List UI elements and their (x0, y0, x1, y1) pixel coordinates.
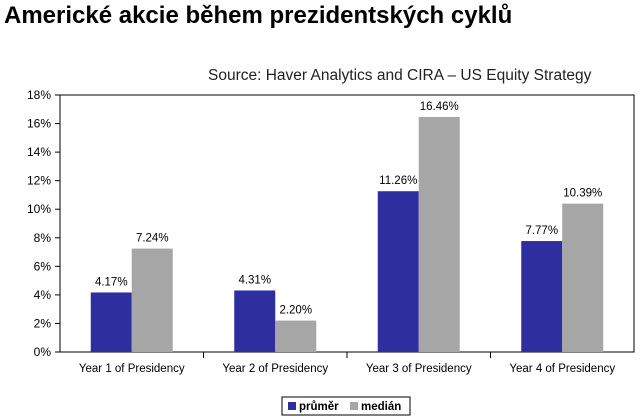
y-tick-label: 6% (34, 259, 52, 273)
bar-medián (131, 248, 173, 352)
legend-label-průměr: průměr (299, 401, 339, 413)
bar-průměr (377, 191, 419, 352)
y-tick-label: 4% (34, 288, 52, 302)
bar-průměr (234, 290, 276, 352)
y-tick-label: 8% (34, 231, 52, 245)
bars: 4.17% 7.24% 4.31% 2.20% 11.26% 16.46% 7.77% 10.… (90, 101, 604, 352)
y-tick-label: 10% (27, 202, 51, 216)
y-tick-label: 12% (27, 174, 51, 188)
data-label: 16.46% (420, 101, 459, 113)
bar-průměr (90, 292, 132, 352)
bar-medián (418, 116, 460, 352)
page-title: Americké akcie během prezidentských cykl… (4, 2, 513, 29)
legend-label-medián: medián (361, 401, 401, 413)
y-tick-label: 0% (34, 345, 52, 359)
x-tick-label: Year 1 of Presidency (79, 363, 185, 375)
x-tick-label: Year 2 of Presidency (222, 363, 328, 375)
data-label: 2.20% (279, 305, 312, 317)
x-axis: Year 1 of Presidency Year 2 of Presidency… (79, 352, 615, 375)
data-label: 7.24% (136, 233, 169, 245)
y-tick-label: 16% (27, 117, 51, 131)
y-tick-label: 14% (27, 145, 51, 159)
data-label: 11.26% (379, 175, 417, 187)
legend-box (281, 396, 411, 416)
legend-swatch-průměr (288, 402, 296, 410)
y-tick-label: 2% (34, 316, 52, 330)
legend: průměr medián (281, 396, 411, 416)
x-tick-label: Year 3 of Presidency (366, 363, 472, 375)
data-label: 4.31% (238, 274, 271, 286)
legend-swatch-medián (350, 402, 358, 410)
y-axis: 0% 2% 4% 6% 8% 10% 12% 14% 16% 18% (27, 88, 60, 359)
data-label: 4.17% (95, 276, 128, 288)
chart-subtitle: Source: Haver Analytics and CIRA – US Eq… (208, 67, 592, 84)
data-label: 10.39% (563, 188, 602, 200)
bar-průměr (521, 241, 563, 352)
y-tick-label: 18% (27, 88, 51, 102)
bar-medián (275, 320, 317, 352)
x-tick-label: Year 4 of Presidency (509, 363, 615, 375)
data-label: 7.77% (525, 225, 558, 237)
bar-medián (562, 203, 604, 352)
